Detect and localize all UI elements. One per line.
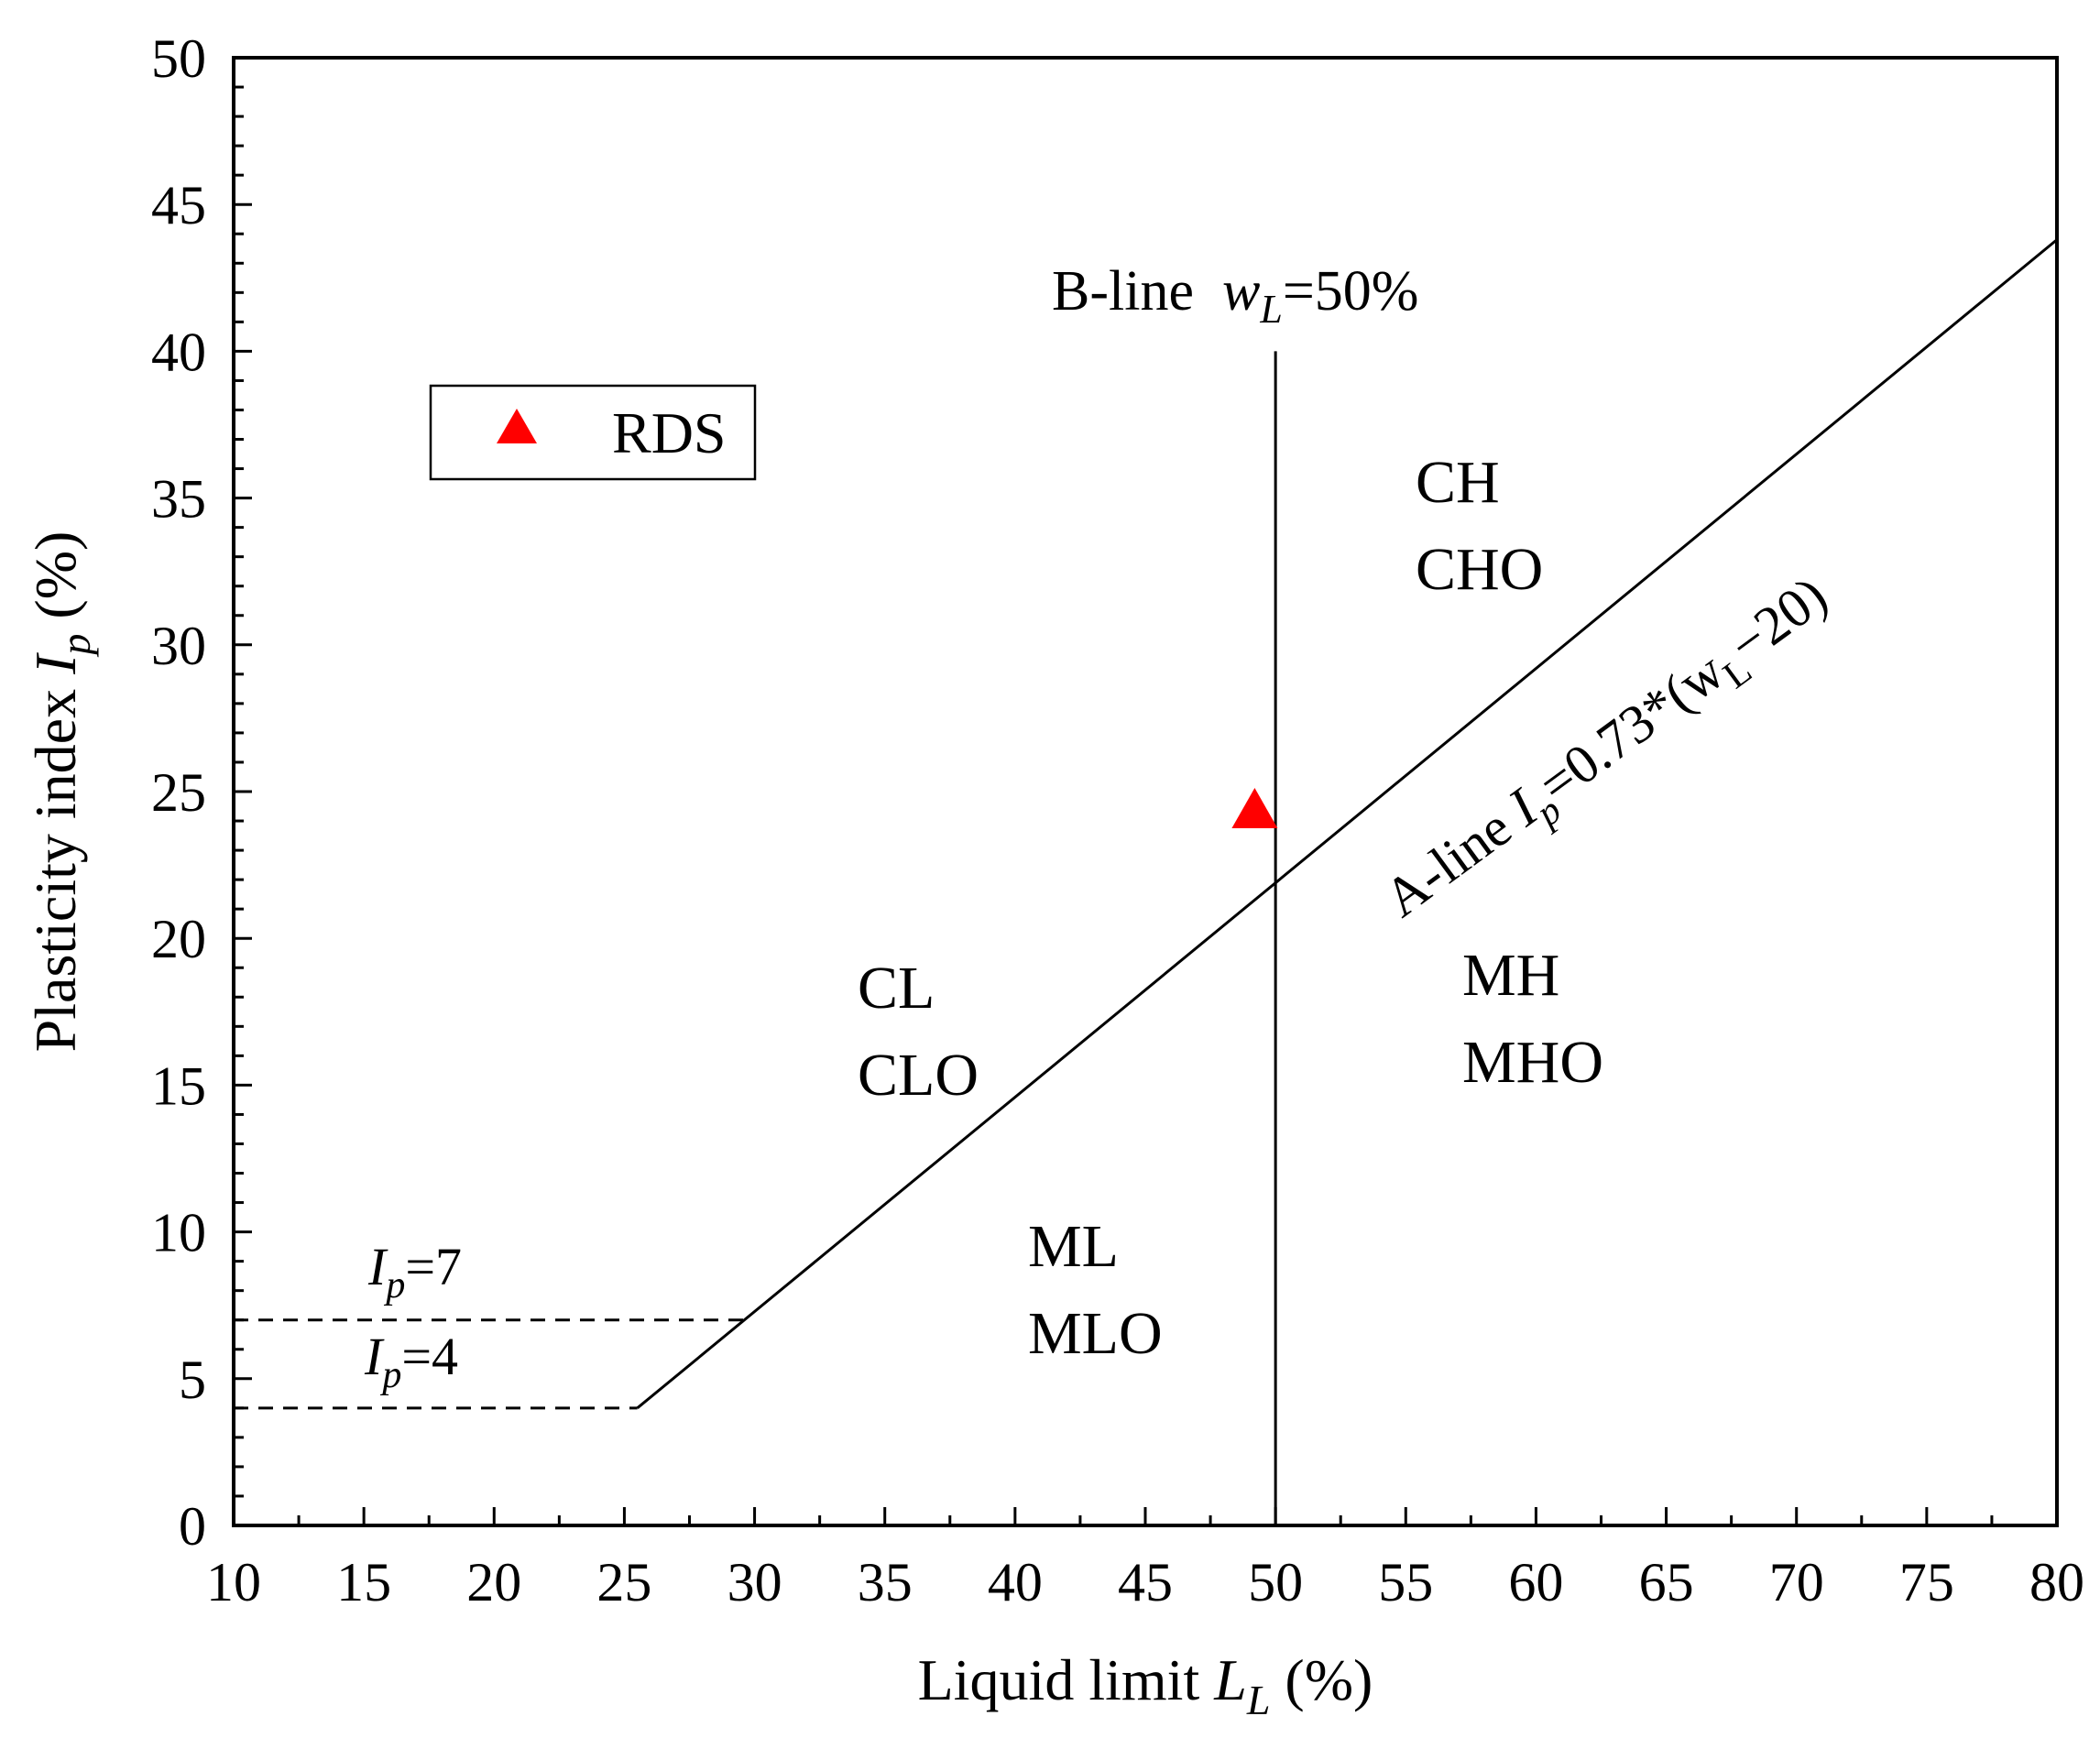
x-tick-label: 45 xyxy=(1118,1552,1173,1612)
region-label-mh: MH xyxy=(1462,942,1559,1009)
y-tick-label: 25 xyxy=(151,762,206,823)
axis-tick-labels: 10 15 20 25 30 35 40 45 50 55 60 65 70 75 80 0 5 10 15 20 25… xyxy=(151,28,2084,1612)
plot-frame xyxy=(232,56,2059,1527)
region-label-ml: ML xyxy=(1028,1213,1119,1280)
region-label-cl: CL xyxy=(858,955,935,1022)
region-label-mlo: MLO xyxy=(1028,1300,1163,1367)
y-tick-label: 15 xyxy=(151,1055,206,1116)
region-label-mho: MHO xyxy=(1462,1029,1603,1096)
region-label-ch: CH xyxy=(1416,449,1500,516)
y-tick-label: 30 xyxy=(151,616,206,676)
y-tick-label: 5 xyxy=(179,1350,206,1410)
x-tick-label: 30 xyxy=(727,1552,782,1612)
x-tick-label: 60 xyxy=(1508,1552,1563,1612)
x-tick-label: 55 xyxy=(1378,1552,1433,1612)
legend-box xyxy=(429,384,757,481)
x-tick-label: 25 xyxy=(596,1552,651,1612)
x-tick-label: 20 xyxy=(466,1552,521,1612)
y-tick-label: 10 xyxy=(151,1203,206,1263)
region-label-cho: CHO xyxy=(1416,536,1543,603)
y-tick-label: 20 xyxy=(151,909,206,969)
legend-marker-triangle-icon xyxy=(497,409,537,443)
y-tick-label: 40 xyxy=(151,322,206,382)
legend-label-rds: RDS xyxy=(612,400,727,465)
x-tick-label: 75 xyxy=(1899,1552,1954,1612)
legend: RDS xyxy=(429,384,757,481)
x-axis-title: Liquid limit LL (%) xyxy=(918,1647,1373,1723)
y-axis-title: Plasticity index Ip (%) xyxy=(23,531,99,1053)
data-points xyxy=(1231,788,1278,829)
a-line-label: A-line Ip=0.73*(wL−20) xyxy=(1373,564,1844,936)
data-point-rds xyxy=(1231,788,1278,829)
x-tick-label: 80 xyxy=(2029,1552,2084,1612)
ip4-label: Ip=4 xyxy=(364,1327,458,1396)
y-tick-label: 45 xyxy=(151,175,206,235)
x-tick-label: 35 xyxy=(858,1552,913,1612)
x-tick-label: 40 xyxy=(988,1552,1043,1612)
x-tick-label: 10 xyxy=(206,1552,261,1612)
y-tick-label: 0 xyxy=(179,1496,206,1557)
ip7-label: Ip=7 xyxy=(367,1237,462,1306)
region-label-clo: CLO xyxy=(858,1042,979,1109)
a-line xyxy=(636,238,2058,1409)
x-tick-label: 15 xyxy=(336,1552,391,1612)
b-line-label: B-line wL=50% xyxy=(1052,260,1418,332)
x-tick-label: 50 xyxy=(1248,1552,1303,1612)
x-tick-label: 70 xyxy=(1769,1552,1824,1612)
y-tick-label: 50 xyxy=(151,28,206,89)
x-tick-label: 65 xyxy=(1639,1552,1694,1612)
y-tick-label: 35 xyxy=(151,469,206,530)
